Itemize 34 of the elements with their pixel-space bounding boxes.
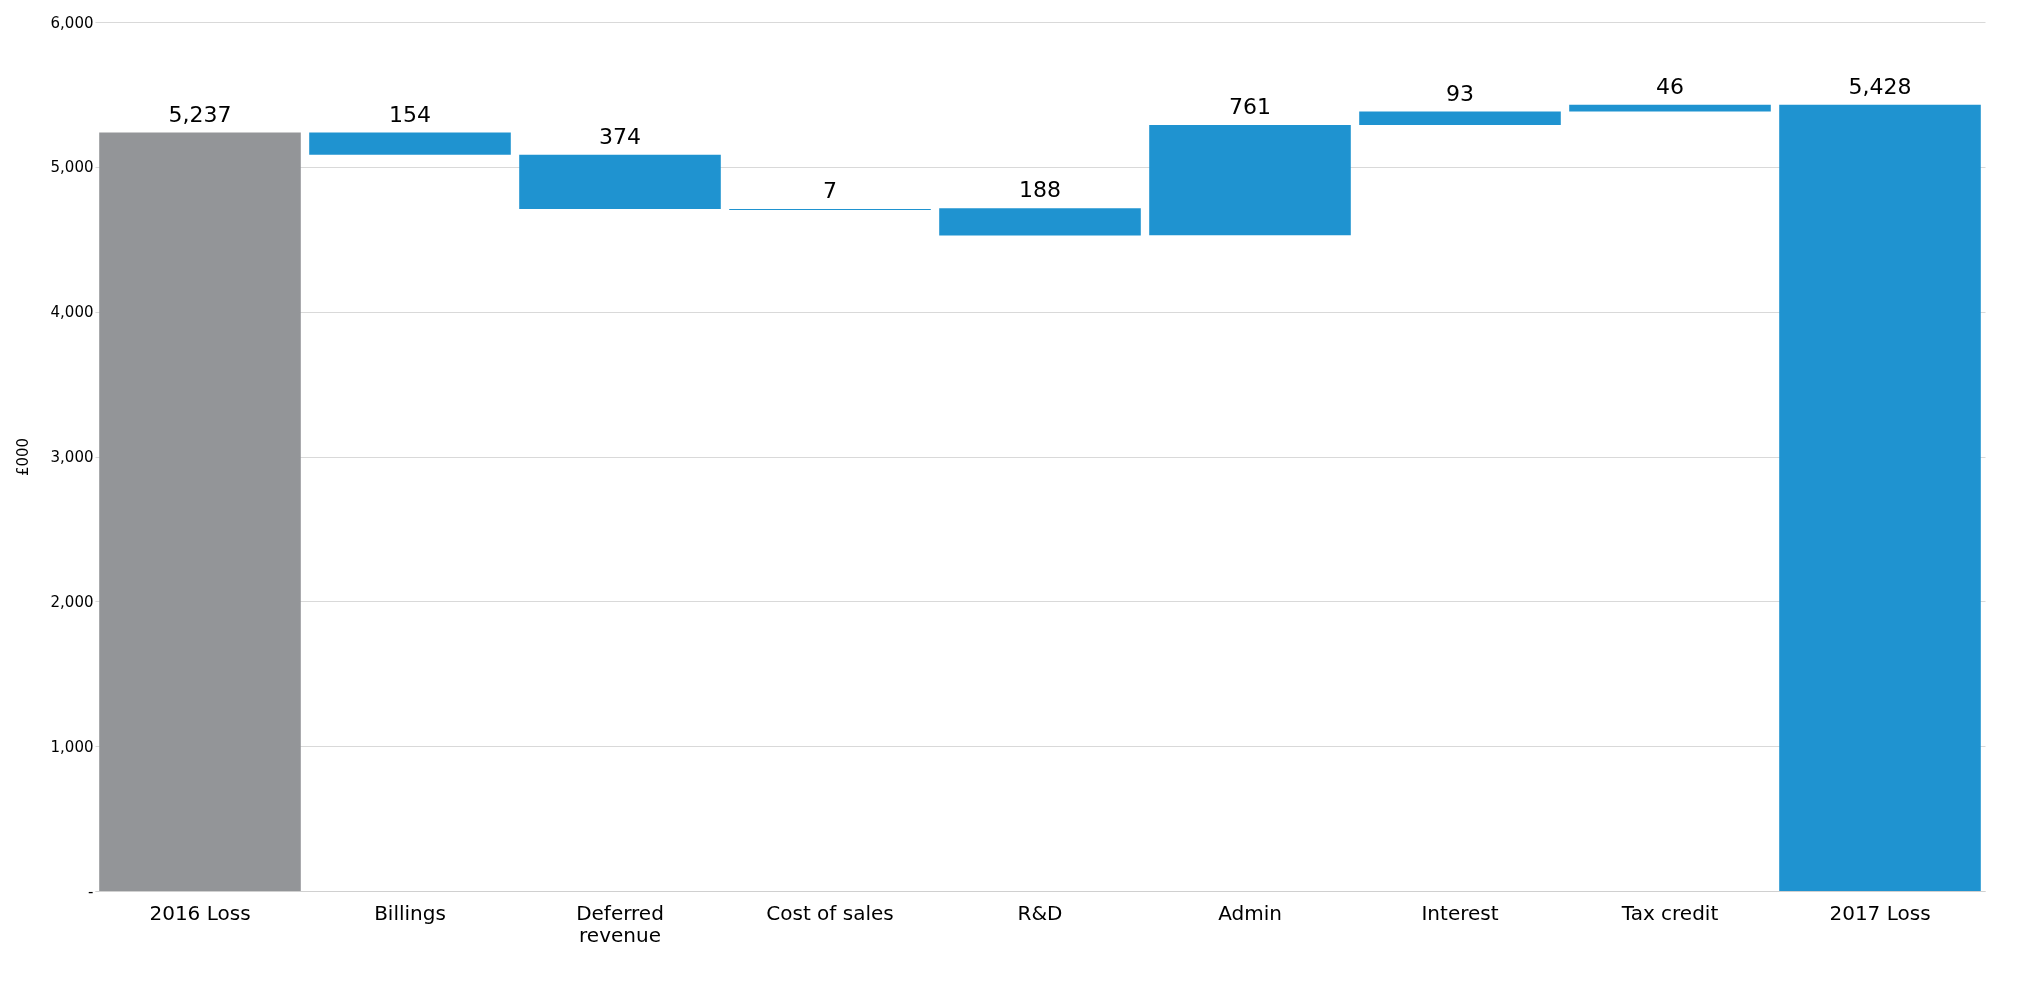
x-tick-label: Interest xyxy=(1421,900,1499,925)
y-tick-label: 4,000 xyxy=(50,303,94,322)
data-label: 188 xyxy=(1019,177,1061,203)
bar xyxy=(1779,104,1981,891)
bar xyxy=(519,154,721,209)
data-label: 761 xyxy=(1229,93,1271,119)
bar xyxy=(99,132,301,891)
y-axis-title: £000 xyxy=(13,437,32,477)
x-tick-label: 2017 Loss xyxy=(1829,900,1931,925)
data-label: 154 xyxy=(389,101,431,127)
data-label: 374 xyxy=(599,123,641,149)
y-tick-label: 5,000 xyxy=(50,158,94,177)
y-tick-label: 3,000 xyxy=(50,448,94,466)
x-tick-label: 2016 Loss xyxy=(149,900,251,925)
x-tick-label: Billings xyxy=(374,900,446,925)
bar xyxy=(1359,111,1561,125)
data-label: 93 xyxy=(1446,80,1474,106)
bar xyxy=(1149,124,1351,236)
x-tick-label: Tax credit xyxy=(1620,900,1719,925)
x-tick-label: Deferred revenue xyxy=(576,900,664,947)
data-label: 5,428 xyxy=(1848,73,1912,99)
bar xyxy=(939,208,1141,236)
data-label: 5,237 xyxy=(168,101,232,127)
x-tick-label: R&D xyxy=(1017,900,1063,925)
y-tick-label: 1,000 xyxy=(50,737,94,756)
x-tick-label: Admin xyxy=(1218,900,1282,925)
x-tick-label: Cost of sales xyxy=(766,900,894,925)
data-label: 7 xyxy=(823,177,837,203)
y-tick-label: - xyxy=(88,882,94,901)
bar xyxy=(309,132,511,155)
bar xyxy=(1569,104,1771,112)
y-tick-label: 6,000 xyxy=(50,13,94,32)
y-tick-label: 2,000 xyxy=(50,592,94,611)
data-label: 46 xyxy=(1656,73,1684,99)
